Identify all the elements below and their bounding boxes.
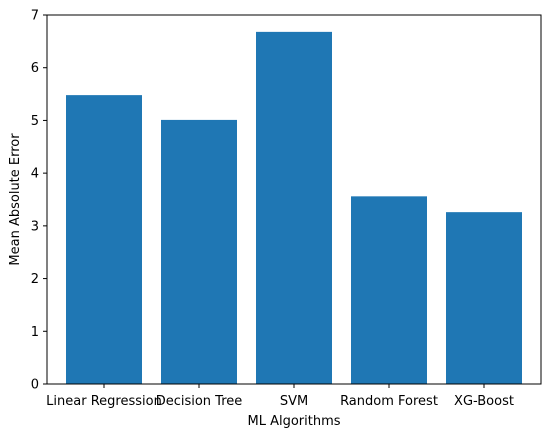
y-tick-label: 2 <box>31 272 39 287</box>
bar-decision-tree <box>161 119 237 384</box>
bar-linear-regression <box>66 95 142 384</box>
y-axis-label: Mean Absolute Error <box>8 133 23 266</box>
bar-svm <box>256 31 332 385</box>
y-axis-ticks: 0 1 2 3 4 5 6 7 <box>31 9 47 393</box>
x-tick-label: Linear Regression <box>46 394 162 409</box>
bar-xg-boost <box>446 212 522 384</box>
x-tick-label: Decision Tree <box>156 394 243 409</box>
bars <box>66 31 522 385</box>
y-tick-label: 1 <box>31 325 39 340</box>
x-tick-label: XG-Boost <box>454 394 514 409</box>
y-tick-label: 7 <box>31 9 39 24</box>
y-tick-label: 3 <box>31 219 39 234</box>
y-tick-label: 5 <box>31 114 39 129</box>
x-tick-label: SVM <box>280 394 308 409</box>
x-axis-label: ML Algorithms <box>247 414 340 429</box>
plot-frame <box>46 14 542 385</box>
x-tick-label: Random Forest <box>340 394 438 409</box>
y-tick-label: 4 <box>31 167 39 182</box>
y-tick-label: 0 <box>31 378 39 393</box>
bar-random-forest <box>351 196 427 384</box>
y-tick-label: 6 <box>31 61 39 76</box>
